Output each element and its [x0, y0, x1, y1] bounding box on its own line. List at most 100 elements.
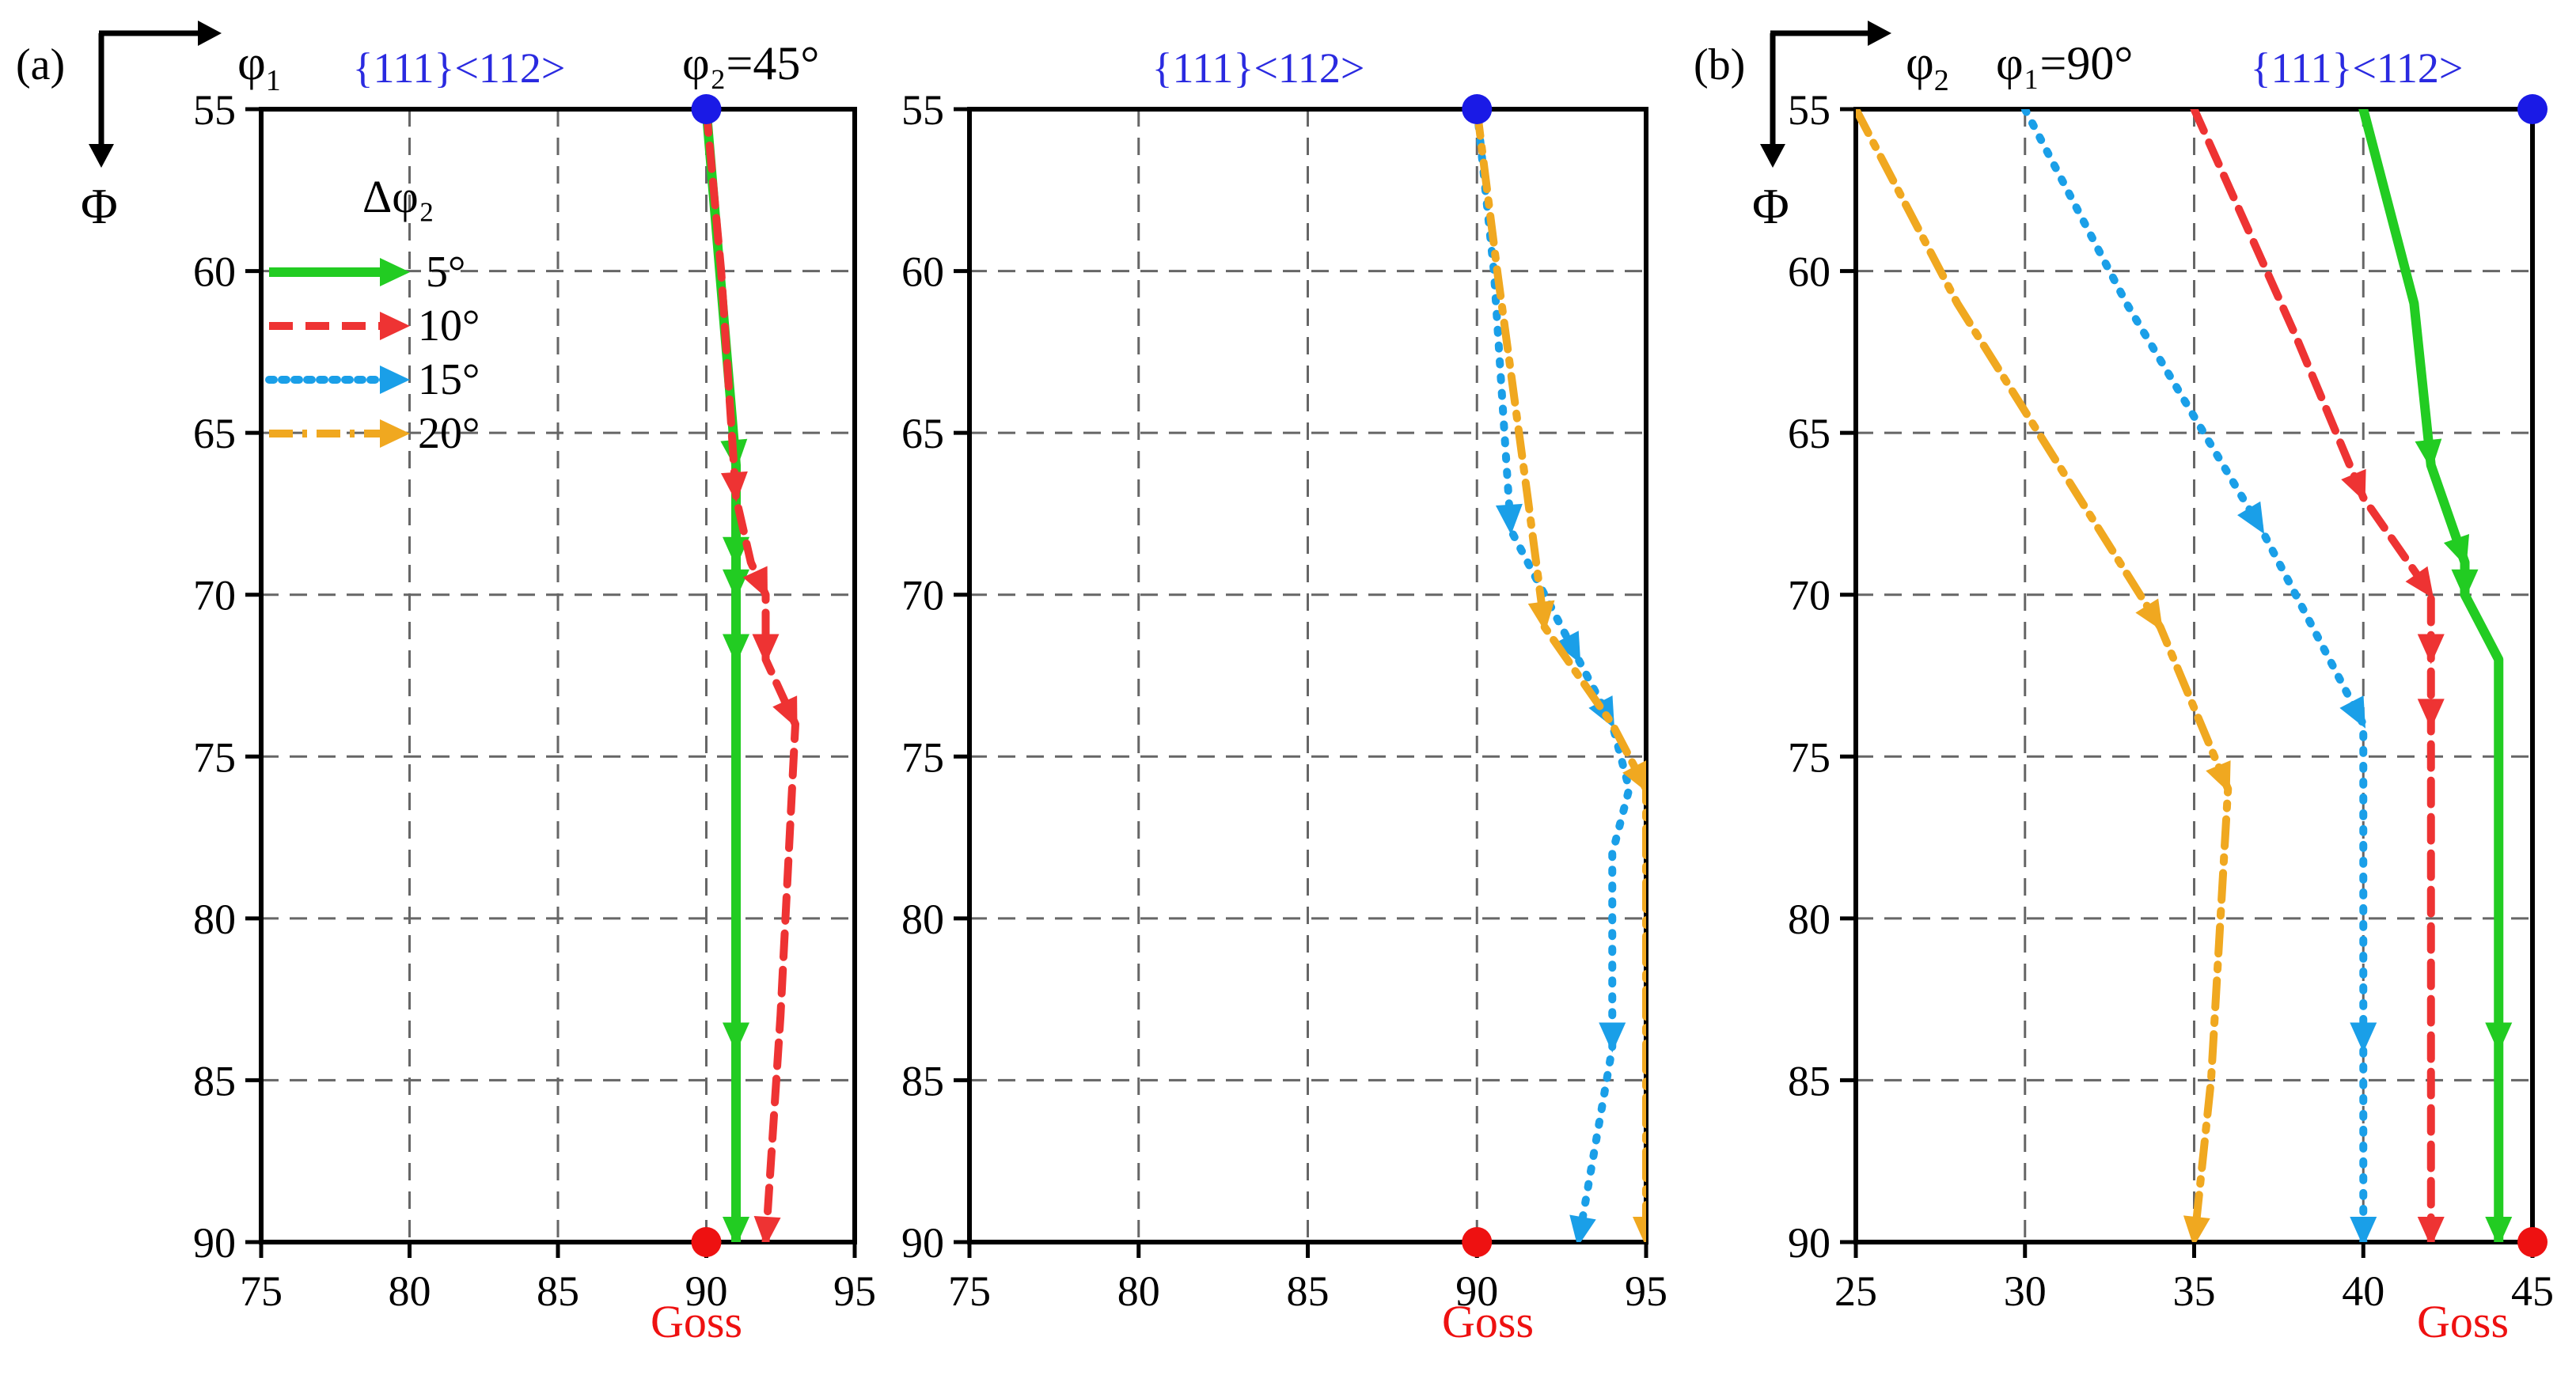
y-tick-label: 90 — [901, 1219, 944, 1267]
series-group — [1473, 109, 1646, 1242]
x-tick-label: 90 — [1455, 1267, 1498, 1315]
y-tick-label: 65 — [1788, 410, 1831, 457]
arrowhead-10 — [2405, 566, 2434, 599]
start-point-marker — [2517, 94, 2548, 124]
condition-a-title: φ₂=45° — [682, 37, 819, 89]
y-tick-label: 80 — [901, 896, 944, 943]
start-label: {111}<112> — [1152, 44, 1365, 92]
legend-entry-20: 20° — [269, 409, 480, 458]
y-tick-label: 85 — [193, 1057, 236, 1104]
plot-frame — [967, 107, 1648, 1244]
series-line-15 — [2020, 109, 2368, 1242]
arrowhead-5 — [723, 634, 749, 665]
arrowhead-10 — [2417, 699, 2445, 729]
arrowhead-5 — [2443, 533, 2470, 567]
legend-arrow-icon — [380, 312, 410, 340]
goss-point-marker — [691, 1227, 722, 1257]
y-tick-label: 80 — [1788, 896, 1831, 943]
arrowhead-10 — [753, 1215, 781, 1242]
arrowhead-15 — [2350, 1022, 2377, 1053]
legend-entry-10: 10° — [269, 301, 480, 350]
y-tick-label: 65 — [193, 410, 236, 457]
arrowhead-15 — [2350, 1217, 2377, 1242]
x-tick-label: 35 — [2173, 1267, 2216, 1315]
arrowhead-10 — [742, 566, 768, 600]
x-tick-label: 85 — [537, 1267, 579, 1315]
x-tick-label: 80 — [389, 1267, 431, 1315]
legend-label-15: 15° — [418, 355, 480, 404]
series-line-10 — [702, 109, 799, 1242]
y-tick-label: 70 — [901, 572, 944, 619]
panel-b: 25 30 35 40 45 55 60 65 70 75 80 85 90 {111}<112> Goss — [1788, 44, 2554, 1347]
down-arrow-icon — [89, 144, 114, 168]
y-tick-label: 75 — [1788, 733, 1831, 781]
legend-label-20: 20° — [418, 409, 480, 458]
arrowhead-15 — [1554, 631, 1581, 664]
x-tick-label: 30 — [2004, 1267, 2047, 1315]
Phi-axis-label-b: Φ — [1752, 178, 1789, 234]
y-tick-label: 90 — [193, 1219, 236, 1267]
series-line-15 — [1473, 109, 1633, 1242]
y-tick-label: 70 — [1788, 572, 1831, 619]
y-tick-label: 60 — [193, 248, 236, 296]
x-tick-label: 80 — [1117, 1267, 1160, 1315]
arrowhead-5 — [2485, 1217, 2513, 1242]
condition-b-title: φ₁=90° — [1996, 37, 2133, 89]
phi1-axis-label: φ1 — [237, 36, 281, 97]
start-label: {111}<112> — [2251, 44, 2464, 92]
legend-title: Δφ₂ — [362, 171, 434, 222]
legend-arrow-icon — [380, 366, 410, 394]
arrowhead-5 — [723, 569, 749, 600]
arrowhead-5 — [723, 1022, 749, 1053]
y-tick-label: 60 — [901, 248, 944, 296]
arrowhead-10 — [2341, 468, 2366, 502]
plot-frame — [259, 107, 857, 1244]
x-tick-label: 25 — [1834, 1267, 1877, 1315]
legend-entry-15: 15° — [265, 355, 480, 404]
goss-point-marker — [2517, 1227, 2548, 1257]
phi2-axis-label: φ2 — [1906, 36, 1949, 97]
arrowhead-5 — [723, 1217, 749, 1242]
y-tick-label: 65 — [901, 410, 944, 457]
series-group — [1856, 109, 2513, 1242]
y-tick-label: 90 — [1788, 1219, 1831, 1267]
arrowhead-15 — [1495, 503, 1523, 535]
legend-label-10: 10° — [418, 301, 480, 350]
arrowhead-20 — [1622, 760, 1646, 792]
goss-label: Goss — [651, 1296, 742, 1347]
arrowhead-20 — [1633, 1217, 1646, 1242]
arrowhead-20 — [2135, 598, 2163, 631]
x-tick-label: 75 — [240, 1267, 283, 1315]
arrowhead-20 — [2206, 760, 2231, 794]
arrowhead-5 — [2485, 1022, 2513, 1053]
arrowhead-15 — [1569, 1214, 1596, 1242]
arrowhead-15 — [2339, 695, 2366, 729]
arrowhead-15 — [2236, 501, 2265, 535]
arrowhead-20 — [1527, 600, 1555, 632]
x-tick-label: 85 — [1287, 1267, 1330, 1315]
goss-point-marker — [1462, 1227, 1493, 1257]
x-tick-label: 95 — [1625, 1267, 1667, 1315]
panel-b-label: (b) — [1694, 40, 1745, 89]
arrowhead-15 — [1599, 1022, 1626, 1053]
y-tick-label: 75 — [901, 733, 944, 781]
Phi-axis-label: Φ — [81, 178, 118, 234]
panel-a-axes-indicator: (a) φ1 Φ — [16, 21, 281, 234]
y-tick-label: 85 — [1788, 1057, 1831, 1104]
series-group — [701, 109, 799, 1242]
arrowhead-5 — [2415, 438, 2442, 471]
start-label: {111}<112> — [353, 44, 566, 92]
down-arrow-icon — [1760, 144, 1785, 168]
panel-a-label: (a) — [16, 40, 65, 89]
series-line-20 — [1473, 109, 1646, 1242]
y-tick-label: 55 — [901, 86, 944, 134]
arrowhead-10 — [2417, 1217, 2445, 1242]
y-tick-label: 60 — [1788, 248, 1831, 296]
panel-b-axes-indicator: (b) φ2 Φ — [1694, 21, 1949, 234]
start-point-marker — [1462, 94, 1493, 124]
legend-arrow-icon — [380, 258, 410, 286]
arrowhead-20 — [2183, 1215, 2210, 1242]
panel-a-left: 75 80 85 90 95 55 60 65 70 75 80 85 90 {111}<112> Goss — [193, 44, 876, 1347]
y-tick-label: 55 — [193, 86, 236, 134]
